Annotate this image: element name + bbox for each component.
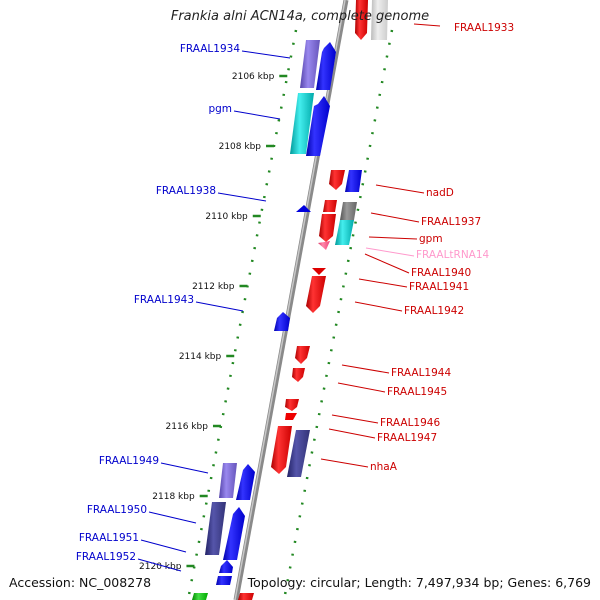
gene-trna14-arrow[interactable] [318,241,330,250]
tick-label-2120: 2120 kbp [139,562,182,572]
gene-label-fraaltrna14[interactable]: FRAALtRNA14 [416,249,490,261]
gene-fraal1945-arrow[interactable] [292,368,305,382]
leader-line-nadd [375,184,425,194]
gene-label-fraal1937[interactable]: FRAAL1937 [421,216,481,228]
leader-line-nhaa [320,458,369,468]
gene-label-fraal1945[interactable]: FRAAL1945 [387,386,447,398]
gene-label-fraal1950[interactable]: FRAAL1950 [87,504,147,516]
tick-label-2116: 2116 kbp [166,422,209,432]
gene-fraal1951-arrow[interactable] [219,560,233,573]
gene-label-fraal1942[interactable]: FRAAL1942 [404,305,464,317]
gene-label-nhaa[interactable]: nhaA [370,461,398,473]
gene-gpm-cyan[interactable] [335,220,354,245]
gene-label-nadd[interactable]: nadD [426,187,454,199]
leader-line-fraal1941 [358,278,408,288]
gene-label-fraal1949[interactable]: FRAAL1949 [99,455,159,467]
gene-label-fraal1940[interactable]: FRAAL1940 [411,267,471,279]
gene-fraal1946-b-arrow[interactable] [285,413,297,420]
leader-line-fraal1945 [337,382,386,393]
gene-arrows [192,0,388,600]
gene-fraal1937-grey[interactable] [340,202,357,220]
leader-line-fraal1947 [328,428,376,439]
gene-fraal1934b-arrow[interactable] [316,42,336,90]
gene-nadd-arrow[interactable] [329,170,345,190]
gene-label-fraal1933[interactable]: FRAAL1933 [454,22,514,34]
gene-fraal1949-b-arrow[interactable] [236,464,255,500]
gene-pgm-arrow[interactable] [290,93,314,154]
gene-label-fraal1938[interactable]: FRAAL1938 [156,185,216,197]
gene-fraal1950-arrow[interactable] [205,502,226,555]
gene-label-pgm[interactable]: pgm [208,103,232,115]
tick-label-2112: 2112 kbp [192,282,235,292]
gene-fraal1952-arrow[interactable] [216,576,232,585]
gene-label-fraal1946[interactable]: FRAAL1946 [380,417,440,429]
gene-top-grey-arrow[interactable] [371,0,388,40]
gene-bottom-red-arrow[interactable] [238,593,254,600]
gene-nadd-b-arrow[interactable] [345,170,362,192]
scale-ticks: 2106 kbp 2108 kbp 2110 kbp 2112 kbp 2114 kbp… [139,72,288,572]
tick-label-2118: 2118 kbp [152,492,195,502]
leader-line-fraal1951 [140,539,187,553]
gene-fraal1940-arrow[interactable] [312,268,326,275]
gene-label-fraal1934[interactable]: FRAAL1934 [180,43,240,55]
map-title: Frankia alni ACN14a, complete genome [170,9,430,24]
gene-label-fraal1941[interactable]: FRAAL1941 [409,281,469,293]
leader-line-fraaltrna14 [365,247,415,257]
tick-label-2114: 2114 kbp [179,352,222,362]
gene-fraal1950-b-arrow[interactable] [223,507,245,560]
gene-pgm-b-arrow[interactable] [306,96,330,156]
gene-label-gpm[interactable]: gpm [419,233,443,245]
gene-label-fraal1952[interactable]: FRAAL1952 [76,551,136,563]
leader-line-fraal1938 [217,192,267,202]
gene-fraal1933-arrow[interactable] [355,0,368,40]
gene-label-fraal1943[interactable]: FRAAL1943 [134,294,194,306]
leader-line-fraal1952 [137,558,182,572]
gene-fraal1943-arrow[interactable] [274,312,290,331]
gene-fraal1949-arrow[interactable] [219,463,237,498]
leader-line-fraal1937 [370,212,420,223]
leader-line-pgm [233,110,281,120]
leader-line-fraal1933 [413,23,441,27]
gene-labels: FRAAL1933 FRAAL1934 pgm nadD FRAAL1937 FRAAL1… [76,22,514,572]
leader-line-fraal1942 [354,301,403,312]
gene-fraal1947-arrow[interactable] [271,426,292,474]
gene-gpm-arrow[interactable] [319,214,336,242]
gene-fraal1942-arrow[interactable] [306,276,326,313]
gene-bottom-green-arrow[interactable] [192,593,208,600]
gene-fraal1944-arrow[interactable] [295,346,310,364]
gene-fraal1934-arrow[interactable] [300,40,320,88]
tick-label-2110: 2110 kbp [205,212,248,222]
gene-label-fraal1944[interactable]: FRAAL1944 [391,367,451,379]
tick-label-2106: 2106 kbp [232,72,275,82]
genome-backbone [233,0,349,600]
gene-nhaa-arrow[interactable] [287,430,310,477]
leader-line-fraal1946 [331,414,379,424]
gene-label-fraal1947[interactable]: FRAAL1947 [377,432,437,444]
topology-summary-text: Topology: circular; Length: 7,497,934 bp… [247,575,591,590]
gene-fraal1938-arrow[interactable] [296,205,311,212]
accession-text: Accession: NC_008278 [9,575,152,590]
leader-line-fraal1950 [148,511,197,524]
leader-line-fraal1943 [195,301,244,312]
tick-label-2108: 2108 kbp [219,142,262,152]
leader-line-fraal1949 [160,462,209,474]
gene-fraal1946-arrow[interactable] [285,399,299,411]
gene-label-fraal1951[interactable]: FRAAL1951 [79,532,139,544]
genome-backbone-highlight [234,0,346,600]
leader-line-gpm [368,236,418,240]
leader-line-fraal1944 [341,364,390,374]
leader-line-fraal1934 [241,50,291,59]
leader-line-fraal1940 [364,253,410,274]
gene-fraal1937-arrow[interactable] [323,200,337,212]
